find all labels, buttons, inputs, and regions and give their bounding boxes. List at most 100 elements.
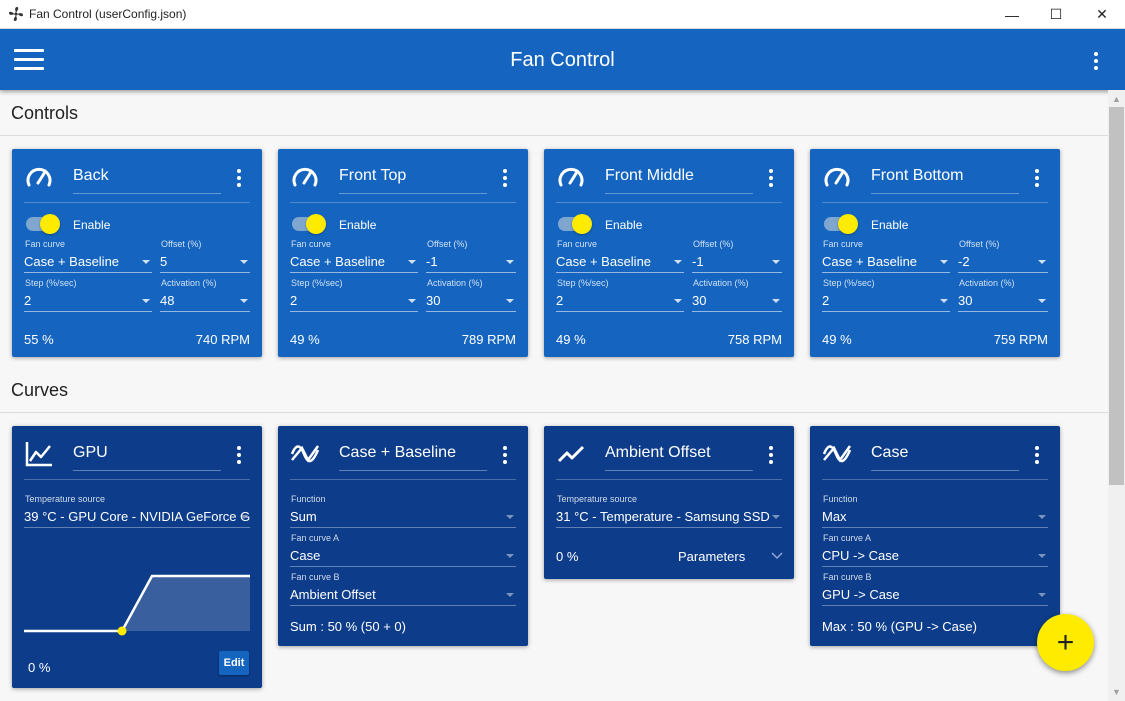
card-more-icon[interactable] [231,167,247,189]
curve-name[interactable]: Case [871,444,1019,471]
card-more-icon[interactable] [1029,167,1045,189]
fan-curve-a-select[interactable]: Case [290,547,516,567]
offset-select[interactable]: -2 [958,253,1048,273]
enable-label: Enable [73,218,111,232]
temperature-source-select[interactable]: 39 °C - GPU Core - NVIDIA GeForce G [24,508,250,528]
curve-name[interactable]: Case + Baseline [339,444,487,471]
fan-curve-label: Fan curve [557,239,598,249]
control-card-front-top: Front Top Enable Fan curve Case + Baseli… [278,149,528,357]
step-select[interactable]: 2 [24,292,152,312]
close-button[interactable]: ✕ [1079,0,1125,29]
activation-select[interactable]: 30 [692,292,782,312]
curve-name[interactable]: Ambient Offset [605,444,753,471]
maximize-button[interactable]: ☐ [1033,0,1079,29]
enable-label: Enable [605,218,643,232]
control-name[interactable]: Front Middle [605,167,753,194]
minimize-icon: — [1005,6,1019,23]
section-divider [0,135,1108,136]
fan-curve-select[interactable]: Case + Baseline [290,253,418,273]
fan-curve-b-select[interactable]: GPU -> Case [822,586,1048,606]
activation-select[interactable]: 30 [426,292,516,312]
dropdown-caret-icon [674,260,682,264]
function-select[interactable]: Sum [290,508,516,528]
edit-button[interactable]: Edit [219,651,249,675]
step-label: Step (%/sec) [823,278,875,288]
more-vert-icon[interactable] [1088,51,1104,71]
step-select[interactable]: 2 [556,292,684,312]
minimize-button[interactable]: — [989,0,1035,29]
curve-name[interactable]: GPU [73,444,221,471]
hamburger-icon[interactable] [14,49,44,71]
dropdown-caret-icon [940,299,948,303]
activation-value: 30 [958,293,973,308]
speedometer-icon [558,167,584,187]
enable-toggle[interactable] [824,214,858,234]
fan-curve-b-value: Ambient Offset [290,587,376,602]
scrollbar-thumb[interactable] [1109,107,1124,485]
offset-select[interactable]: 5 [160,253,250,273]
card-more-icon[interactable] [763,444,779,466]
dropdown-caret-icon [940,260,948,264]
card-more-icon[interactable] [763,167,779,189]
offset-label: Offset (%) [161,239,202,249]
fan-rpm: 758 RPM [727,332,782,347]
activation-select[interactable]: 48 [160,292,250,312]
dropdown-caret-icon [772,260,780,264]
curve-card-gpu: GPU Temperature source 39 °C - GPU Core … [12,426,262,688]
curve-graph [24,574,250,636]
fan-curve-a-select[interactable]: CPU -> Case [822,547,1048,567]
control-name[interactable]: Back [73,167,221,194]
card-more-icon[interactable] [1029,444,1045,466]
add-button[interactable]: + [1037,614,1094,671]
enable-toggle[interactable] [292,214,326,234]
enable-toggle[interactable] [26,214,60,234]
maximize-icon: ☐ [1049,6,1063,22]
activation-select[interactable]: 30 [958,292,1048,312]
fan-curve-value: Case + Baseline [822,254,918,269]
dropdown-caret-icon [142,260,150,264]
dropdown-caret-icon [240,260,248,264]
step-select[interactable]: 2 [822,292,950,312]
fan-curve-b-value: GPU -> Case [822,587,900,602]
parameters-expander[interactable]: Parameters [678,547,788,567]
dropdown-caret-icon [240,299,248,303]
dropdown-caret-icon [506,593,514,597]
curve-card-case-baseline: Case + Baseline Function Sum Fan curve A… [278,426,528,646]
offset-select[interactable]: -1 [426,253,516,273]
card-more-icon[interactable] [497,444,513,466]
scroll-up-icon[interactable]: ▲ [1112,94,1121,104]
function-select[interactable]: Max [822,508,1048,528]
dropdown-caret-icon [506,260,514,264]
fan-curve-select[interactable]: Case + Baseline [822,253,950,273]
fan-percent: 55 % [24,332,54,347]
card-divider [24,202,250,203]
card-more-icon[interactable] [231,444,247,466]
dropdown-caret-icon [142,299,150,303]
activation-value: 48 [160,293,175,308]
curve-result: Max : 50 % (GPU -> Case) [822,619,977,634]
fan-curve-select[interactable]: Case + Baseline [556,253,684,273]
offset-value: 5 [160,254,168,269]
temperature-source-select[interactable]: 31 °C - Temperature - Samsung SSD [556,508,782,528]
offset-value: -2 [958,254,970,269]
step-select[interactable]: 2 [290,292,418,312]
control-name[interactable]: Front Top [339,167,487,194]
dropdown-caret-icon [1038,299,1046,303]
plus-icon: + [1056,625,1075,659]
offset-select[interactable]: -1 [692,253,782,273]
card-divider [822,479,1048,480]
parameters-label: Parameters [678,549,746,564]
scroll-down-icon[interactable]: ▼ [1112,687,1121,697]
card-more-icon[interactable] [497,167,513,189]
fan-curve-b-select[interactable]: Ambient Offset [290,586,516,606]
control-name[interactable]: Front Bottom [871,167,1019,194]
curves-heading: Curves [11,380,69,400]
vertical-scrollbar[interactable]: ▲ ▼ [1108,90,1125,701]
step-value: 2 [556,293,564,308]
curve-current-point [117,626,127,636]
function-label: Function [823,494,858,504]
fan-curve-select[interactable]: Case + Baseline [24,253,152,273]
speedometer-icon [292,167,318,187]
dropdown-caret-icon [506,299,514,303]
enable-toggle[interactable] [558,214,592,234]
